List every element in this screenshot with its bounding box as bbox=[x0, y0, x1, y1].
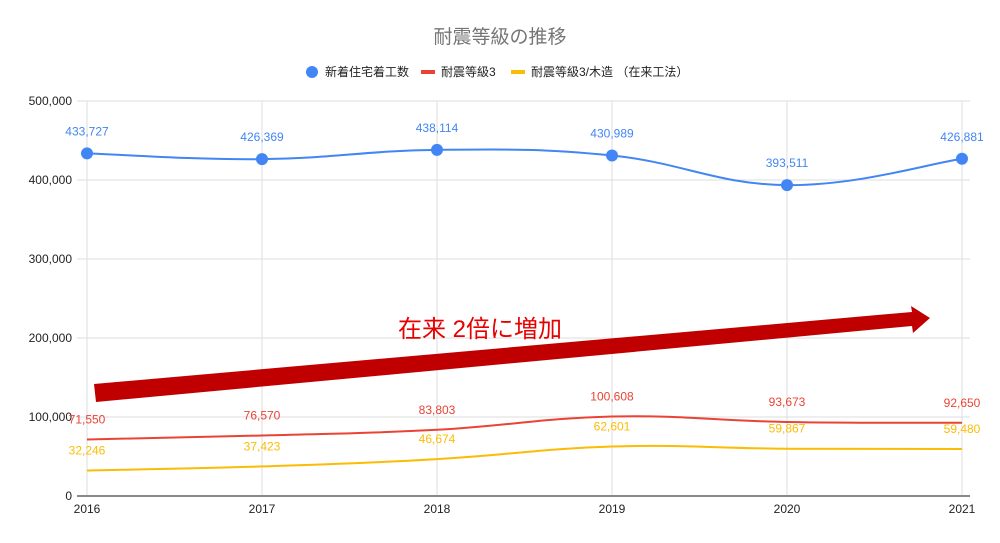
y-tick-label: 200,000 bbox=[29, 331, 73, 345]
data-label: 46,674 bbox=[419, 432, 456, 446]
data-point bbox=[81, 147, 93, 160]
x-tick-label: 2019 bbox=[599, 502, 626, 516]
series-line-1 bbox=[86, 415, 963, 441]
legend-marker-1 bbox=[421, 70, 435, 74]
annotation-text: 在来 2倍に増加 bbox=[398, 316, 562, 343]
data-label: 59,867 bbox=[769, 422, 806, 436]
data-label: 37,423 bbox=[244, 439, 281, 453]
data-point bbox=[781, 179, 793, 192]
data-label: 92,650 bbox=[944, 396, 981, 410]
y-tick-label: 300,000 bbox=[29, 252, 73, 266]
data-label: 393,511 bbox=[766, 156, 809, 170]
x-tick-label: 2017 bbox=[249, 502, 276, 516]
data-label: 59,480 bbox=[944, 422, 981, 436]
data-label: 32,246 bbox=[69, 444, 106, 458]
y-tick-label: 100,000 bbox=[29, 410, 73, 424]
data-label: 83,803 bbox=[419, 403, 456, 417]
data-label: 430,989 bbox=[590, 127, 634, 141]
data-label: 100,608 bbox=[590, 390, 634, 404]
legend-label-1: 耐震等級3 bbox=[441, 65, 496, 79]
legend-label-2: 耐震等級3/木造 （在来工法） bbox=[531, 65, 688, 79]
data-label: 438,114 bbox=[416, 121, 459, 135]
data-label: 76,570 bbox=[244, 409, 281, 423]
data-label: 62,601 bbox=[594, 420, 631, 434]
legend-label-0: 新着住宅着工数 bbox=[325, 64, 409, 79]
data-label: 426,881 bbox=[940, 130, 984, 144]
data-point bbox=[606, 149, 618, 162]
y-tick-label: 0 bbox=[65, 489, 72, 503]
data-point bbox=[956, 152, 968, 165]
data-label: 426,369 bbox=[240, 130, 284, 144]
series-line-2 bbox=[86, 444, 963, 472]
data-label: 93,673 bbox=[769, 395, 806, 409]
legend-marker-0 bbox=[306, 66, 318, 78]
legend-marker-2 bbox=[511, 70, 525, 74]
chart-title: 耐震等級の推移 bbox=[433, 26, 566, 48]
data-label: 433,727 bbox=[65, 124, 109, 138]
x-tick-label: 2018 bbox=[424, 502, 451, 516]
trend-arrow bbox=[94, 306, 930, 402]
y-tick-label: 400,000 bbox=[29, 173, 73, 187]
x-tick-label: 2020 bbox=[774, 502, 801, 516]
x-tick-label: 2016 bbox=[74, 502, 101, 516]
series-line-0 bbox=[86, 148, 963, 187]
data-point bbox=[256, 153, 268, 166]
x-tick-label: 2021 bbox=[949, 502, 976, 516]
y-tick-label: 500,000 bbox=[29, 94, 73, 108]
data-label: 71,550 bbox=[69, 412, 106, 426]
data-point bbox=[431, 143, 443, 156]
